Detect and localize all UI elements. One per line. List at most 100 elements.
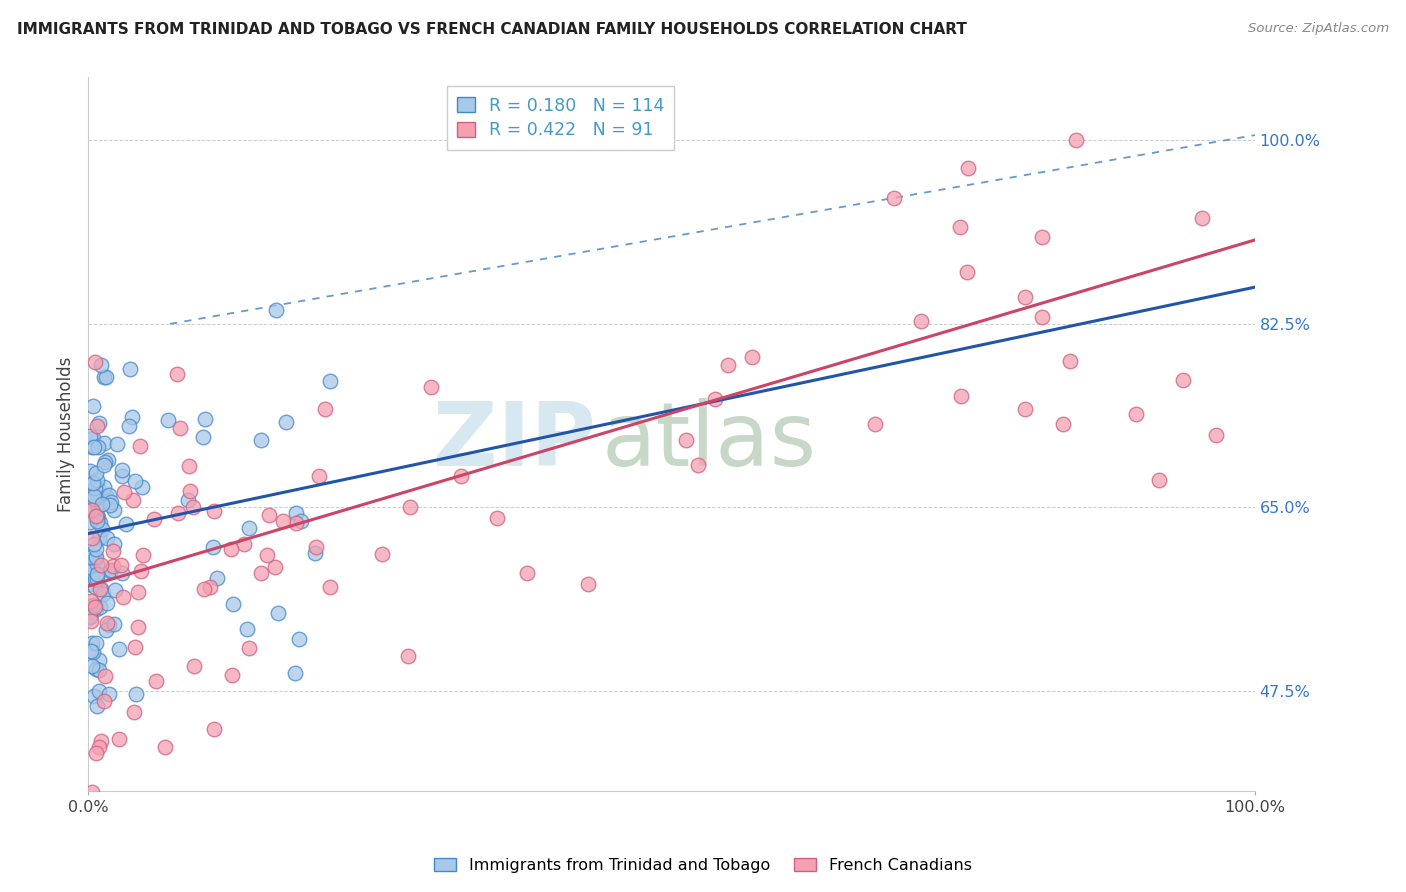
Point (264, 303, 287, 318)
Point (124, 640, 146, 654)
Point (485, 511, 508, 525)
Point (87, 684, 110, 698)
Point (202, 504, 225, 518)
Point (87, 531, 110, 545)
Point (86, 567, 108, 582)
Point (267, 606, 290, 620)
Point (94, 669, 117, 683)
Point (98, 488, 121, 502)
Point (956, 161, 979, 175)
Point (111, 469, 134, 483)
Point (86, 515, 108, 529)
Point (276, 415, 298, 429)
Point (84, 599, 107, 614)
Point (80, 614, 103, 628)
Point (86, 698, 108, 713)
Point (86, 418, 108, 433)
Point (87, 481, 110, 495)
Point (193, 582, 215, 597)
Point (1205, 428, 1227, 442)
Point (183, 658, 205, 673)
Point (166, 368, 188, 382)
Point (96, 615, 118, 630)
Point (100, 495, 122, 509)
Point (124, 475, 146, 489)
Point (79, 515, 101, 529)
Point (202, 722, 225, 736)
Point (221, 598, 243, 612)
Point (121, 409, 143, 424)
Point (90, 358, 112, 372)
Point (86, 492, 108, 507)
Point (110, 566, 132, 580)
Point (576, 576, 599, 591)
Point (1191, 211, 1213, 225)
Point (91, 522, 114, 536)
Point (83, 440, 105, 454)
Point (1052, 417, 1074, 431)
Legend: Immigrants from Trinidad and Tobago, French Canadians: Immigrants from Trinidad and Tobago, Fre… (427, 852, 979, 880)
Point (308, 468, 330, 483)
Point (167, 506, 190, 520)
Point (305, 541, 328, 555)
Point (80, 531, 103, 545)
Point (96, 623, 118, 637)
Point (86, 440, 108, 454)
Point (84, 549, 107, 564)
Point (98, 564, 121, 578)
Point (179, 459, 201, 474)
Point (120, 362, 142, 376)
Point (419, 380, 441, 394)
Point (93, 694, 115, 708)
Point (288, 632, 311, 647)
Point (516, 566, 538, 580)
Point (103, 536, 125, 550)
Point (84, 466, 107, 480)
Point (80, 644, 103, 658)
Point (87, 500, 110, 514)
Point (90, 497, 112, 511)
Point (219, 542, 242, 557)
Point (103, 616, 125, 631)
Point (112, 485, 135, 500)
Text: IMMIGRANTS FROM TRINIDAD AND TOBAGO VS FRENCH CANADIAN FAMILY HOUSEHOLDS CORRELA: IMMIGRANTS FROM TRINIDAD AND TOBAGO VS F… (17, 22, 967, 37)
Point (1014, 290, 1036, 304)
Point (1059, 354, 1081, 368)
Point (89, 582, 111, 596)
Point (250, 566, 273, 580)
Point (86, 602, 108, 616)
Point (115, 516, 138, 531)
Point (80, 560, 103, 574)
Point (86, 508, 108, 523)
Point (103, 502, 125, 516)
Point (284, 665, 307, 680)
Point (93, 480, 115, 494)
Point (129, 439, 152, 453)
Point (97, 618, 120, 632)
Point (84, 355, 107, 369)
Point (176, 492, 198, 507)
Point (90, 733, 112, 747)
Point (675, 433, 697, 447)
Point (285, 506, 308, 520)
Point (319, 581, 342, 595)
Point (450, 469, 472, 483)
Point (1125, 407, 1147, 421)
Point (181, 500, 204, 515)
Point (205, 572, 228, 586)
Point (256, 549, 278, 563)
Point (105, 437, 128, 451)
Point (87, 740, 110, 755)
Point (98, 687, 121, 701)
Point (87, 416, 110, 430)
Point (121, 492, 143, 507)
Point (1014, 402, 1036, 417)
Point (257, 508, 280, 522)
Point (89, 516, 111, 531)
Point (179, 483, 201, 498)
Point (80, 594, 103, 608)
Point (202, 540, 225, 554)
Point (94, 370, 117, 384)
Point (264, 560, 287, 574)
Point (131, 480, 153, 494)
